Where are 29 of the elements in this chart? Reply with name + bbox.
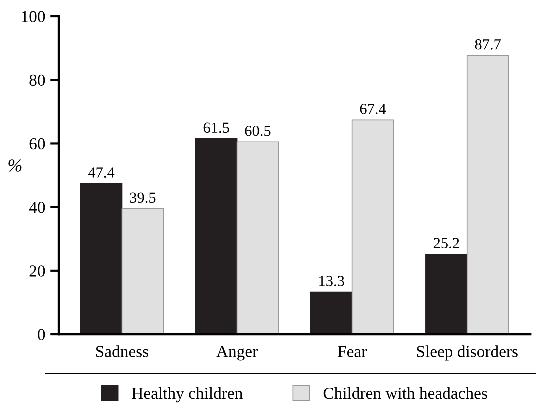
y-tick-label: 60 [30, 138, 46, 150]
y-tick-label: 80 [30, 74, 46, 86]
bar [80, 183, 123, 335]
x-tick-label: Fear [338, 346, 367, 358]
data-label: 61.5 [204, 122, 230, 134]
bar [426, 254, 468, 335]
bar [195, 138, 238, 335]
data-label: 60.5 [245, 126, 271, 136]
data-label: 87.7 [475, 39, 502, 50]
x-tick-label: Anger [216, 346, 258, 361]
y-axis-title: % [8, 160, 22, 172]
bar [236, 142, 280, 335]
legend-label: Children with headaches [324, 387, 488, 400]
data-label: 25.2 [434, 238, 460, 249]
y-tick-label: 40 [29, 202, 46, 214]
data-label: 47.4 [88, 168, 115, 178]
data-label: 13.3 [320, 276, 344, 286]
x-tick-label: Sadness [96, 346, 148, 358]
bar [352, 120, 394, 335]
y-tick-label: 20 [30, 266, 46, 277]
bar [122, 208, 164, 335]
bar [466, 55, 510, 335]
x-tick-label: Sleep disorders [417, 346, 518, 361]
legend-label: Healthy children [132, 387, 243, 403]
bar [310, 292, 353, 335]
data-label: 67.4 [360, 104, 386, 114]
data-label: 39.5 [130, 192, 156, 204]
y-tick-label: 0 [38, 329, 46, 340]
y-tick-label: 100 [22, 11, 46, 22]
